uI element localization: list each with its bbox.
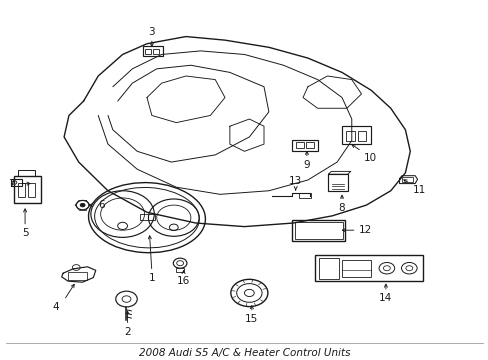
Bar [140,214,155,220]
Bar [294,222,342,239]
Text: 12: 12 [358,225,371,235]
Bar [305,142,313,148]
Bar [14,176,41,203]
Bar [341,126,370,144]
Bar [145,49,151,54]
Text: 14: 14 [379,293,392,303]
Text: 7: 7 [8,179,15,189]
Bar [292,220,344,241]
Bar [292,140,317,150]
Text: 3: 3 [148,27,155,37]
Bar [402,177,412,182]
Text: 6: 6 [98,200,104,210]
Bar [11,179,22,186]
Bar [153,49,159,54]
Bar [328,174,347,192]
Bar [18,183,25,197]
Text: 13: 13 [288,176,302,186]
Text: 15: 15 [244,314,258,324]
Bar [18,170,35,176]
Text: 2: 2 [124,327,130,337]
Text: 9: 9 [303,160,309,170]
Bar [295,142,303,148]
Bar [299,193,310,198]
Text: 8: 8 [338,203,345,213]
Bar [27,183,35,197]
Text: 1: 1 [148,273,155,283]
Bar [176,268,183,272]
Bar [318,258,338,279]
Text: 11: 11 [411,185,425,195]
Text: 2008 Audi S5 A/C & Heater Control Units: 2008 Audi S5 A/C & Heater Control Units [139,348,349,358]
Bar [315,255,423,281]
Text: 16: 16 [177,276,190,287]
Bar [68,272,87,280]
Bar [143,46,162,56]
Bar [357,131,366,141]
Text: 4: 4 [52,302,59,312]
Circle shape [80,203,85,207]
Bar [345,131,354,141]
Bar [341,260,370,277]
Text: 10: 10 [363,153,376,163]
Text: 5: 5 [22,228,28,238]
